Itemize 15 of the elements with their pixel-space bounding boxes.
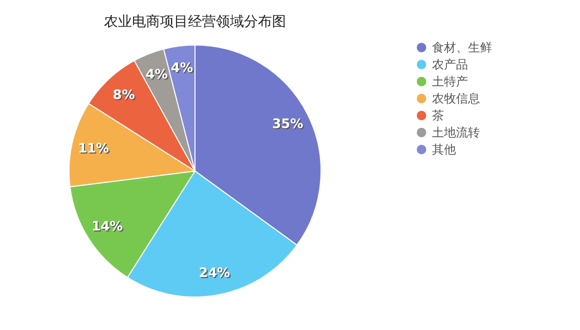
legend-label: 农产品 — [432, 58, 468, 72]
legend-label: 农牧信息 — [432, 92, 480, 106]
legend-label: 土特产 — [432, 74, 468, 88]
legend-label: 土地流转 — [432, 126, 480, 140]
data-label: 4% — [172, 62, 194, 77]
data-label: 24% — [200, 267, 232, 282]
legend-label: 茶 — [432, 108, 444, 122]
legend-label: 食材、生鲜 — [432, 40, 492, 54]
data-label: 14% — [92, 220, 124, 236]
data-label: 35% — [273, 118, 304, 133]
data-label: 11% — [78, 142, 110, 158]
data-label: 4% — [146, 68, 169, 84]
legend-label: 其他 — [432, 142, 456, 156]
chart-title: 农业电商项目经营领域分布图 — [104, 14, 286, 30]
data-label: 8% — [114, 89, 136, 104]
